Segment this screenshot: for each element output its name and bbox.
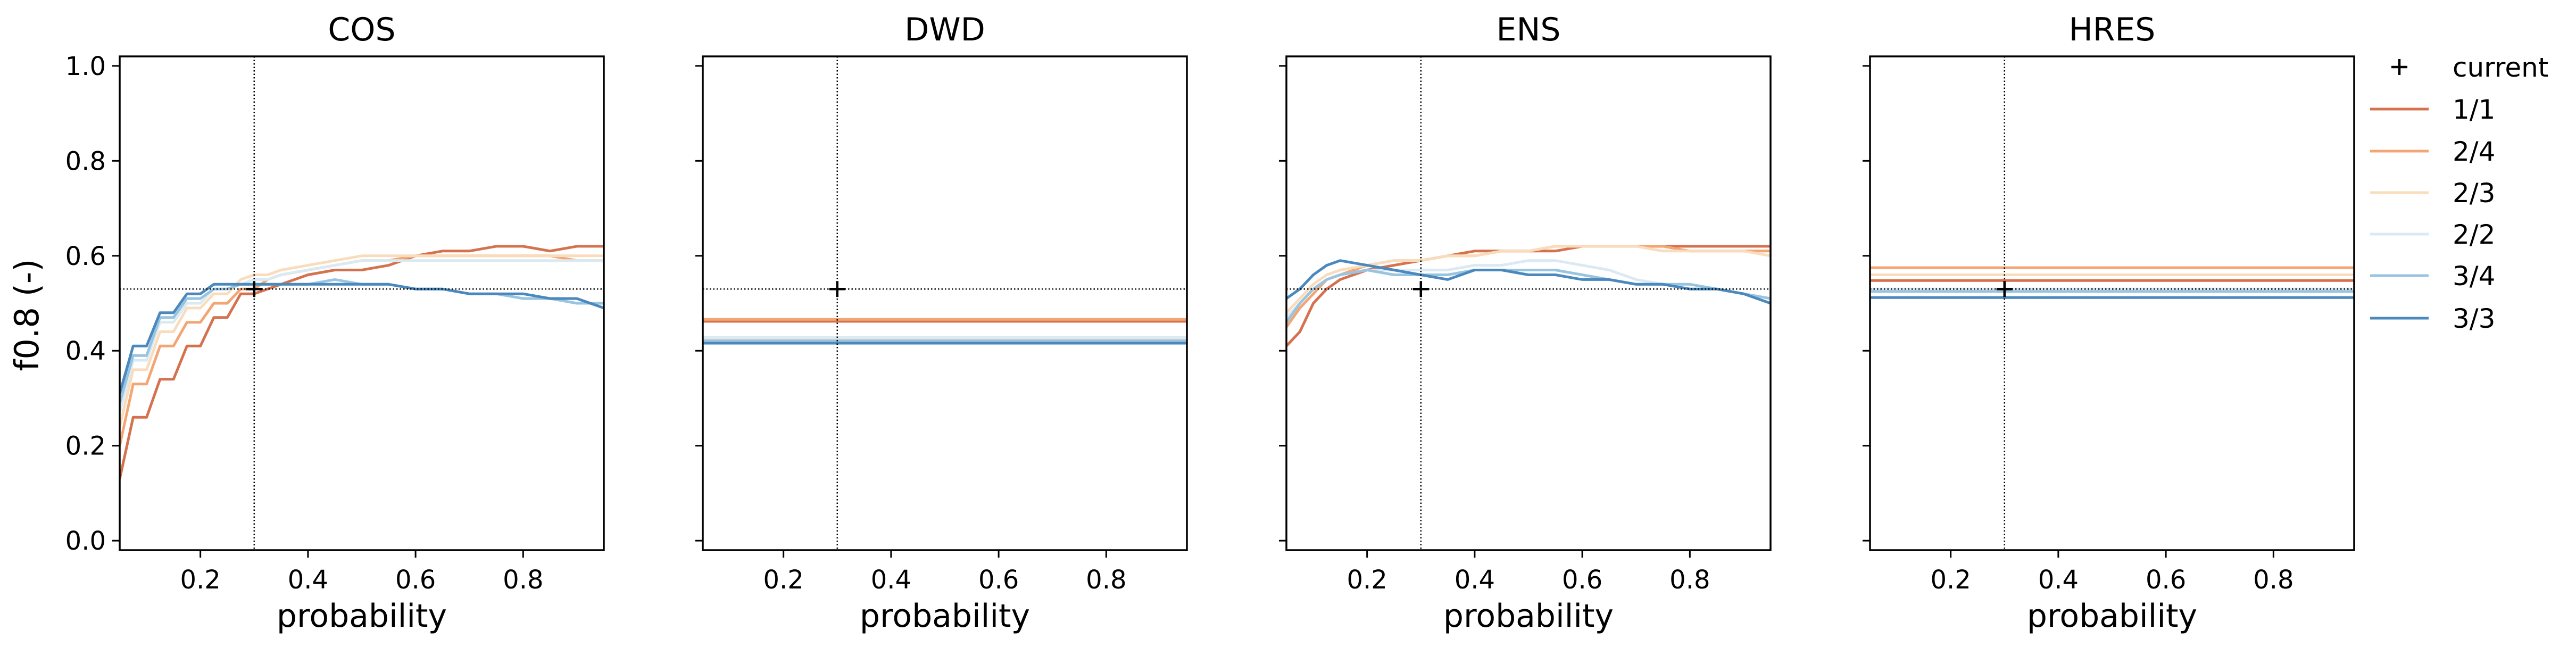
plot-area — [703, 56, 1187, 550]
plot-frame — [119, 55, 605, 551]
legend-entry-2-4: 2/4 — [2370, 136, 2495, 167]
x-tick-label: 0.6 — [978, 565, 1019, 595]
y-tick-label: 1.0 — [65, 52, 106, 81]
panel-hres: 0.2 0.4 0.6 0.8 HRES probability — [1863, 11, 2355, 635]
series-line-2-3 — [120, 254, 604, 427]
x-tick-label: 0.6 — [1562, 565, 1602, 595]
y-tick-label: 0.8 — [65, 146, 106, 176]
legend-entry-2-2: 2/2 — [2370, 219, 2495, 250]
y-tick-label: 0.6 — [65, 242, 106, 271]
legend-entry-1-1: 1/1 — [2370, 94, 2495, 125]
x-axis-label: probability — [860, 598, 1030, 635]
legend-label: 3/3 — [2453, 303, 2495, 334]
panel-ens: 0.2 0.4 0.6 0.8 ENS probability — [1279, 11, 1772, 635]
series-line-2-2 — [120, 259, 604, 413]
panel-title: ENS — [1497, 11, 1561, 48]
legend-marker — [2391, 59, 2407, 75]
legend: current 1/1 2/4 2/3 2/2 3/4 3/3 — [2370, 52, 2548, 334]
y-tick-label: 0.2 — [65, 432, 106, 461]
legend-label: 2/3 — [2453, 178, 2495, 209]
x-tick-label: 0.4 — [2038, 565, 2079, 595]
plot-frame — [702, 55, 1188, 551]
panel-dwd: 0.2 0.4 0.6 0.8 DWD probability — [695, 11, 1188, 635]
panel-title: HRES — [2069, 11, 2156, 48]
x-tick-label: 0.8 — [1669, 565, 1710, 595]
x-tick-label: 0.8 — [1086, 565, 1126, 595]
plot-frame — [1285, 55, 1772, 551]
series-line-2-3 — [1286, 245, 1771, 314]
current-marker — [1412, 281, 1429, 297]
plot-frame — [1869, 55, 2355, 551]
x-tick-label: 0.2 — [763, 565, 803, 595]
y-tick-label: 0.0 — [65, 526, 106, 556]
current-marker — [1996, 281, 2013, 297]
legend-label: 2/2 — [2453, 219, 2495, 250]
current-marker — [829, 281, 845, 297]
legend-label: 2/4 — [2453, 136, 2495, 167]
plot-area — [1286, 56, 1771, 550]
x-tick-label: 0.8 — [503, 565, 543, 595]
series-line-3-4 — [1286, 269, 1771, 324]
legend-entry-current: current — [2391, 52, 2548, 83]
x-axis-label: probability — [277, 598, 447, 635]
x-tick-label: 0.6 — [395, 565, 436, 595]
legend-label: 1/1 — [2453, 94, 2495, 125]
series-line-1-1 — [120, 245, 604, 479]
x-tick-label: 0.2 — [1930, 565, 1971, 595]
x-tick-label: 0.4 — [1455, 565, 1495, 595]
series-line-3-3 — [1286, 259, 1771, 305]
legend-label: current — [2453, 52, 2548, 83]
y-tick-label: 0.4 — [65, 336, 106, 366]
x-tick-label: 0.4 — [288, 565, 328, 595]
legend-label: 3/4 — [2453, 261, 2495, 292]
panel-cos: 0.2 0.4 0.6 0.8 0.0 0.2 0.4 0.6 0.8 1.0 COS probabi… — [65, 11, 605, 635]
x-tick-label: 0.2 — [180, 565, 220, 595]
x-tick-label: 0.4 — [871, 565, 911, 595]
legend-entry-3-4: 3/4 — [2370, 261, 2495, 292]
plot-area — [1870, 56, 2354, 550]
series-line-3-3 — [120, 283, 604, 394]
x-tick-label: 0.6 — [2146, 565, 2186, 595]
legend-entry-2-3: 2/3 — [2370, 178, 2495, 209]
panel-title: DWD — [904, 11, 985, 48]
x-axis-label: probability — [1443, 598, 1614, 635]
panel-title: COS — [328, 11, 395, 48]
panels: 0.2 0.4 0.6 0.8 0.0 0.2 0.4 0.6 0.8 1.0 COS probabi… — [65, 11, 2355, 635]
x-tick-label: 0.2 — [1347, 565, 1387, 595]
current-marker — [246, 281, 262, 297]
series-line-3-4 — [120, 278, 604, 404]
legend-entry-3-3: 3/3 — [2370, 303, 2495, 334]
plot-area — [120, 56, 604, 550]
y-axis-label: f0.8 (-) — [7, 259, 46, 371]
x-axis-label: probability — [2027, 598, 2197, 635]
x-tick-label: 0.8 — [2253, 565, 2294, 595]
